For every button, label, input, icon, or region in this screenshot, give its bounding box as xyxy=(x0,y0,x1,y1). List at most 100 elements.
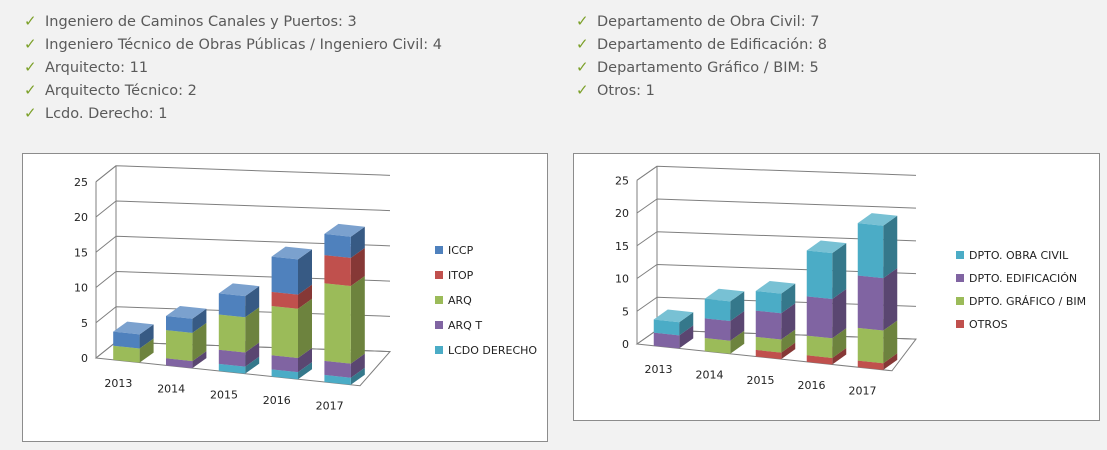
legend-label: ARQ T xyxy=(448,319,482,332)
bar-top xyxy=(324,223,365,237)
bar-segment xyxy=(653,332,680,349)
x-tick-label: 2017 xyxy=(849,385,877,398)
profiles-chart-svg: 0 5 10 15 20 25 2013 2014 2015 2016 2017 ICCP ITOP AR… xyxy=(74,165,537,412)
y-tick-label: 20 xyxy=(615,207,629,220)
check-icon: ✓ xyxy=(24,81,37,99)
legend-label: ARQ xyxy=(448,294,472,307)
bar-side xyxy=(298,298,312,359)
gridline xyxy=(636,165,917,181)
legend-label: OTROS xyxy=(969,318,1008,331)
list-item-text: Departamento Gráfico / BIM: 5 xyxy=(597,60,819,76)
x-tick-label: 2016 xyxy=(263,394,291,407)
profiles-list: ✓ Ingeniero de Caminos Canales y Puertos:… xyxy=(24,10,442,125)
check-icon: ✓ xyxy=(576,12,589,30)
x-tick-label: 2016 xyxy=(798,379,826,392)
bar-side xyxy=(730,311,745,341)
x-tick-label: 2015 xyxy=(747,374,775,387)
legend-swatch xyxy=(956,320,964,328)
bar-segment xyxy=(271,291,298,309)
x-tick-label: 2014 xyxy=(157,383,185,396)
bar-segment xyxy=(755,349,782,360)
legend-swatch xyxy=(435,321,443,329)
legend-label: LCDO DERECHO xyxy=(448,344,537,357)
list-item-text: Arquitecto Técnico: 2 xyxy=(45,83,197,99)
bar-segment xyxy=(324,283,351,364)
bar-segment xyxy=(271,355,298,373)
y-tick-label: 20 xyxy=(74,211,88,224)
list-item-text: Departamento de Edificación: 8 xyxy=(597,37,828,53)
bar-side xyxy=(298,284,312,309)
legend-swatch xyxy=(435,296,443,304)
bar-side xyxy=(245,307,260,353)
bar-side xyxy=(139,324,154,349)
bar-side xyxy=(298,362,312,380)
check-icon: ✓ xyxy=(576,58,589,76)
bar-segment xyxy=(218,349,246,367)
bar-side xyxy=(298,348,312,373)
bar-segment xyxy=(806,355,833,365)
list-item: ✓ Arquitecto: 11 xyxy=(24,56,442,79)
bar-segment xyxy=(653,319,680,336)
check-icon: ✓ xyxy=(24,58,37,76)
check-icon: ✓ xyxy=(24,12,37,30)
list-item-text: Ingeniero de Caminos Canales y Puertos: … xyxy=(45,14,357,30)
bar-top xyxy=(653,309,694,323)
legend-swatch xyxy=(435,346,443,354)
bar-segment xyxy=(324,255,351,287)
legend-label: ITOP xyxy=(448,269,474,282)
bar-segment xyxy=(271,256,298,295)
bar-side xyxy=(350,247,365,287)
bar-top xyxy=(271,246,312,260)
y-tick-label: 0 xyxy=(622,338,629,351)
gridline xyxy=(95,200,391,218)
list-item: ✓ Ingeniero Técnico de Obras Públicas / I… xyxy=(24,33,442,56)
bar-segment xyxy=(704,298,731,322)
legend-swatch xyxy=(956,297,964,305)
x-tick-label: 2015 xyxy=(210,388,238,401)
bar-side xyxy=(192,322,207,362)
x-tick-label: 2013 xyxy=(104,377,132,390)
bar-segment xyxy=(755,290,782,314)
bar-side xyxy=(832,347,847,365)
gridline xyxy=(636,198,917,214)
y-tick-label: 25 xyxy=(615,174,629,187)
bar-side xyxy=(192,351,207,369)
bar-side xyxy=(832,328,847,358)
x-tick-label: 2014 xyxy=(696,368,724,381)
y-tick-label: 5 xyxy=(81,317,88,330)
legend-label: ICCP xyxy=(448,244,474,257)
bar-segment xyxy=(218,314,246,353)
x-tick-label: 2017 xyxy=(316,399,344,412)
gridline xyxy=(95,165,391,183)
bar-segment xyxy=(324,360,351,378)
bar-segment xyxy=(857,360,884,370)
bar-segment xyxy=(166,330,193,362)
bar-side xyxy=(883,268,898,331)
list-item-text: Ingeniero Técnico de Obras Públicas / In… xyxy=(45,37,442,53)
bar-side xyxy=(832,243,847,300)
bar-segment xyxy=(806,296,833,339)
bar-segment xyxy=(166,316,193,333)
profiles-chart: 0 5 10 15 20 25 2013 2014 2015 2016 2017 ICCP ITOP AR… xyxy=(22,153,548,442)
bar-segment xyxy=(218,293,246,318)
list-item: ✓ Departamento Gráfico / BIM: 5 xyxy=(576,56,827,79)
bar-top xyxy=(755,280,796,294)
check-icon: ✓ xyxy=(576,35,589,53)
bar-side xyxy=(883,215,898,279)
bar-segment xyxy=(857,275,884,331)
bar-segment xyxy=(857,327,884,364)
departments-chart: 0 5 10 15 20 25 2013 2014 2015 2016 2017 DPTO. OBRA… xyxy=(573,153,1100,421)
y-tick-label: 0 xyxy=(81,352,88,365)
y-tick-label: 5 xyxy=(622,305,629,318)
bar-top xyxy=(166,306,207,319)
bar-segment xyxy=(113,331,140,349)
legend-swatch xyxy=(956,251,964,259)
list-item: ✓ Lcdo. Derecho: 1 xyxy=(24,102,442,125)
bar-top xyxy=(806,240,847,254)
list-item: ✓ Ingeniero de Caminos Canales y Puertos:… xyxy=(24,10,442,33)
legend-label: DPTO. GRÁFICO / BIM xyxy=(969,295,1086,308)
bar-segment xyxy=(704,338,731,354)
bar-segment xyxy=(324,233,351,258)
check-icon: ✓ xyxy=(24,104,37,122)
bar-segment xyxy=(806,250,833,300)
